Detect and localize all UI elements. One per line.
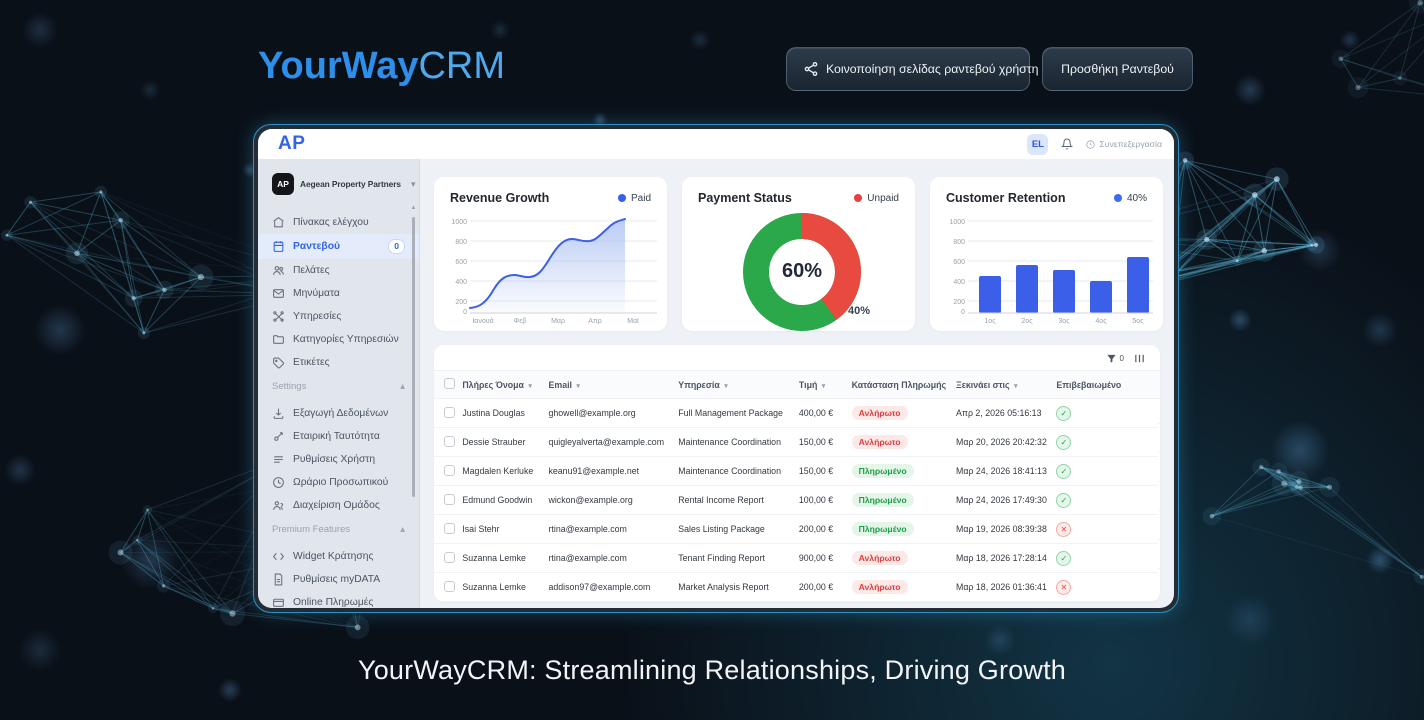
svg-text:800: 800 bbox=[455, 239, 467, 246]
svg-text:0: 0 bbox=[463, 309, 467, 316]
svg-text:200: 200 bbox=[953, 299, 965, 306]
svg-text:5ος: 5ος bbox=[1132, 318, 1144, 325]
svg-text:0: 0 bbox=[961, 309, 965, 316]
svg-text:Φεβ: Φεβ bbox=[514, 318, 527, 325]
svg-text:200: 200 bbox=[455, 299, 467, 306]
svg-text:Ιανουά: Ιανουά bbox=[472, 317, 493, 325]
svg-text:400: 400 bbox=[455, 279, 467, 286]
svg-text:4ος: 4ος bbox=[1095, 318, 1107, 325]
svg-text:2ος: 2ος bbox=[1021, 318, 1033, 325]
svg-text:Απρ: Απρ bbox=[588, 318, 601, 325]
svg-text:1000: 1000 bbox=[949, 219, 965, 226]
svg-text:600: 600 bbox=[953, 259, 965, 266]
svg-text:600: 600 bbox=[455, 259, 467, 266]
svg-text:Μαϊ: Μαϊ bbox=[627, 318, 639, 325]
svg-text:400: 400 bbox=[953, 279, 965, 286]
svg-text:1ος: 1ος bbox=[984, 318, 996, 325]
svg-text:800: 800 bbox=[953, 239, 965, 246]
svg-text:60%: 60% bbox=[782, 260, 822, 282]
svg-text:Μαρ: Μαρ bbox=[551, 318, 565, 325]
svg-text:3ος: 3ος bbox=[1058, 318, 1070, 325]
svg-text:1000: 1000 bbox=[451, 219, 467, 226]
